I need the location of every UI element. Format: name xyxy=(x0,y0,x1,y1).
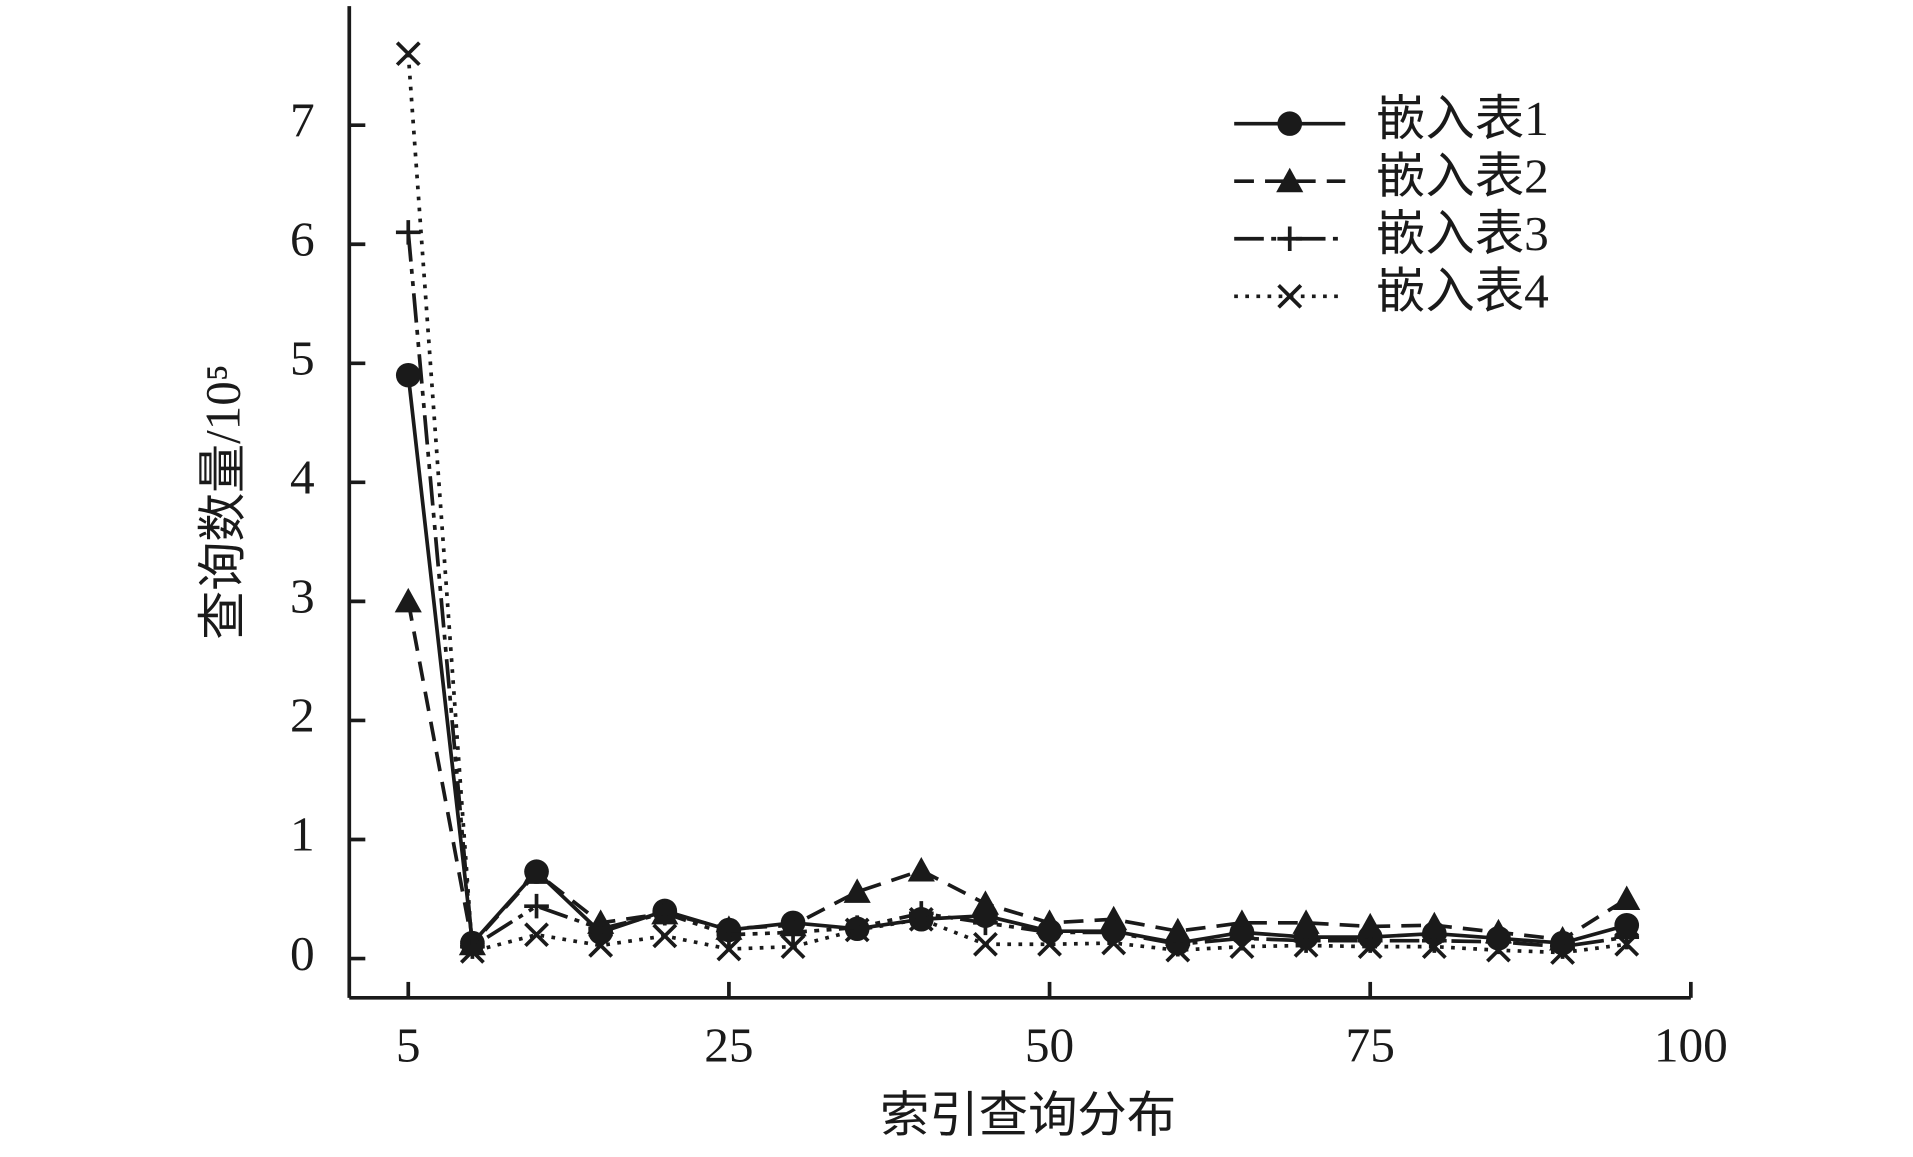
marker xyxy=(1277,111,1303,136)
y-tick-label: 4 xyxy=(290,450,315,505)
marker xyxy=(652,901,678,926)
x-axis-label: 索引查询分布 xyxy=(880,1088,1176,1143)
x-tick-label: 50 xyxy=(1025,1018,1074,1073)
marker xyxy=(1101,930,1127,956)
marker xyxy=(1292,909,1320,934)
marker xyxy=(716,922,742,947)
marker xyxy=(973,910,998,936)
marker xyxy=(1357,934,1383,959)
marker xyxy=(394,587,422,613)
marker xyxy=(1293,928,1319,953)
marker xyxy=(459,939,485,964)
marker xyxy=(395,41,421,67)
marker xyxy=(395,220,421,245)
y-tick-label: 2 xyxy=(290,688,315,743)
marker xyxy=(716,936,742,962)
marker xyxy=(1229,934,1255,959)
series-line xyxy=(406,374,1628,948)
y-tick-label: 6 xyxy=(290,212,315,267)
marker xyxy=(780,934,806,959)
y-axis-label: 查询数量/10⁵ xyxy=(195,364,250,639)
marker xyxy=(907,856,935,882)
series-line xyxy=(406,232,1627,950)
y-tick-label: 0 xyxy=(290,926,315,981)
marker xyxy=(1277,283,1303,309)
marker xyxy=(908,906,934,932)
marker xyxy=(1486,937,1511,963)
x-tick-label: 25 xyxy=(704,1018,753,1073)
y-tick-label: 7 xyxy=(290,93,315,148)
legend-label: 嵌入表2 xyxy=(1376,149,1549,204)
marker xyxy=(588,933,614,958)
marker xyxy=(1420,911,1448,937)
marker xyxy=(524,922,549,948)
legend-label: 嵌入表4 xyxy=(1376,264,1549,319)
marker xyxy=(971,890,1000,915)
marker xyxy=(843,878,871,903)
marker xyxy=(1614,931,1640,957)
marker xyxy=(1277,226,1303,251)
marker xyxy=(524,893,549,919)
marker xyxy=(1613,885,1641,911)
marker xyxy=(1276,167,1304,193)
y-tick-label: 5 xyxy=(290,331,315,386)
marker xyxy=(588,916,614,942)
marker xyxy=(522,859,551,884)
marker xyxy=(1037,931,1062,957)
marker xyxy=(844,917,870,943)
y-tick-label: 1 xyxy=(290,807,315,862)
x-tick-label: 5 xyxy=(396,1018,421,1073)
legend-label: 嵌入表1 xyxy=(1376,91,1549,146)
legend-label: 嵌入表3 xyxy=(1376,206,1549,261)
y-tick-label: 3 xyxy=(290,569,315,624)
marker xyxy=(1165,937,1191,963)
marker xyxy=(1037,920,1062,945)
marker xyxy=(652,923,678,949)
marker xyxy=(395,362,421,388)
marker xyxy=(1228,909,1256,934)
marker xyxy=(1356,912,1384,938)
marker xyxy=(973,931,998,957)
marker xyxy=(1421,934,1447,959)
x-tick-label: 75 xyxy=(1346,1018,1395,1073)
series-line xyxy=(406,601,1628,949)
marker xyxy=(780,920,806,945)
x-tick-label: 100 xyxy=(1654,1018,1728,1073)
marker xyxy=(1164,917,1192,943)
marker xyxy=(1550,940,1576,965)
marker xyxy=(1100,905,1128,931)
marker xyxy=(1293,933,1319,958)
